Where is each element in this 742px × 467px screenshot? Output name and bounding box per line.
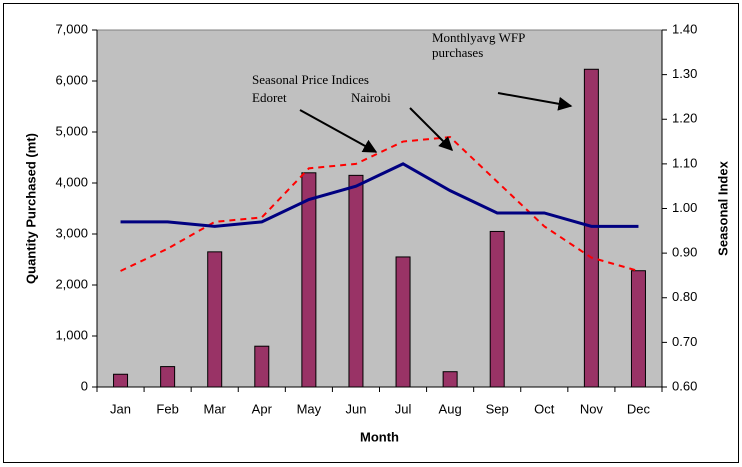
y-tick-label: 1,000 bbox=[55, 327, 88, 342]
series-label: Monthlyavg WFP purchases bbox=[432, 30, 525, 60]
y-tick-label: 2,000 bbox=[55, 276, 88, 291]
y2-tick-label: 0.60 bbox=[672, 378, 697, 393]
y-tick-label: 3,000 bbox=[55, 225, 88, 240]
bar bbox=[489, 230, 505, 388]
plot-area bbox=[96, 29, 663, 388]
bar bbox=[442, 371, 458, 388]
x-tick-label: Apr bbox=[252, 401, 273, 416]
y-tick-label: 0 bbox=[81, 378, 88, 393]
y2-tick-label: 0.90 bbox=[672, 245, 697, 260]
x-tick-label: Jan bbox=[110, 401, 131, 416]
y2-tick-label: 1.10 bbox=[672, 155, 697, 170]
x-tick-label: May bbox=[297, 401, 322, 416]
bar bbox=[301, 172, 317, 388]
x-tick-label: Sep bbox=[486, 401, 509, 416]
bar bbox=[348, 174, 364, 388]
bar bbox=[395, 256, 411, 388]
y-axis-title: Quantity Purchased (mt) bbox=[23, 133, 38, 284]
y2-tick-label: 1.00 bbox=[672, 200, 697, 215]
x-tick-label: Dec bbox=[627, 401, 651, 416]
annotation: Seasonal Price Indices bbox=[252, 72, 369, 87]
bar bbox=[630, 270, 646, 388]
bar bbox=[583, 68, 599, 388]
series-label: Nairobi bbox=[351, 90, 391, 105]
x-tick-label: Aug bbox=[439, 401, 462, 416]
x-tick-label: Nov bbox=[580, 401, 604, 416]
x-tick-label: Feb bbox=[156, 401, 178, 416]
bar bbox=[113, 373, 129, 388]
y-tick-label: 4,000 bbox=[55, 174, 88, 189]
x-tick-label: Jul bbox=[395, 401, 412, 416]
line bbox=[120, 162, 639, 228]
bar bbox=[160, 366, 176, 388]
bar bbox=[207, 251, 223, 388]
y-tick-label: 7,000 bbox=[55, 21, 88, 36]
y2-tick-label: 1.40 bbox=[672, 21, 697, 36]
y2-tick-label: 1.30 bbox=[672, 66, 697, 81]
y-tick-label: 6,000 bbox=[55, 72, 88, 87]
y2-axis-title: Seasonal Index bbox=[715, 160, 730, 255]
x-tick-label: Jun bbox=[345, 401, 366, 416]
arrow bbox=[409, 107, 453, 151]
series-label: Edoret bbox=[252, 90, 287, 105]
arrow bbox=[299, 109, 378, 153]
x-tick-label: Oct bbox=[534, 401, 555, 416]
bar bbox=[254, 345, 270, 388]
y2-tick-label: 0.80 bbox=[672, 289, 697, 304]
x-tick-label: Mar bbox=[204, 401, 227, 416]
line bbox=[120, 136, 639, 272]
x-axis-title: Month bbox=[360, 429, 399, 444]
y-tick-label: 5,000 bbox=[55, 123, 88, 138]
arrow bbox=[497, 92, 573, 111]
y2-tick-label: 0.70 bbox=[672, 334, 697, 349]
y2-tick-label: 1.20 bbox=[672, 111, 697, 126]
